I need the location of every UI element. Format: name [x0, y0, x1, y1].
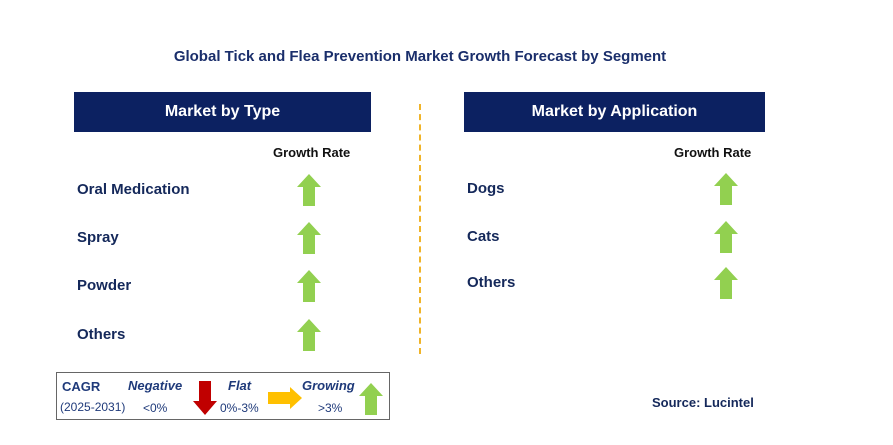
application-row-label: Others — [467, 274, 516, 291]
application-header: Market by Application — [464, 92, 765, 132]
legend-growing-range: >3% — [318, 401, 343, 415]
type-row-label: Others — [77, 326, 126, 343]
legend-period: (2025-2031) — [60, 400, 126, 414]
up-arrow-icon — [297, 174, 321, 206]
up-arrow-icon — [297, 222, 321, 254]
legend-flat: Flat — [228, 378, 252, 393]
type-row-label: Powder — [77, 277, 132, 294]
application-row-label: Dogs — [467, 180, 505, 197]
legend: CAGR (2025-2031) Negative <0% Flat 0%-3%… — [56, 372, 390, 420]
legend-cagr: CAGR — [62, 379, 101, 394]
legend-negative: Negative — [128, 378, 183, 393]
legend-growing: Growing — [302, 378, 355, 393]
up-arrow-icon — [714, 221, 738, 253]
down-arrow-icon — [193, 381, 217, 415]
up-arrow-icon — [359, 383, 383, 415]
type-row-label: Spray — [77, 229, 119, 246]
legend-flat-range: 0%-3% — [220, 401, 259, 415]
type-header: Market by Type — [74, 92, 371, 132]
right-arrow-icon — [268, 387, 302, 409]
up-arrow-icon — [297, 319, 321, 351]
up-arrow-icon — [714, 173, 738, 205]
type-row-label: Oral Medication — [77, 181, 190, 198]
chart-title: Global Tick and Flea Prevention Market G… — [173, 48, 667, 65]
application-row-label: Cats — [467, 228, 500, 245]
divider — [419, 104, 421, 354]
source: Source: Lucintel — [652, 395, 754, 410]
legend-negative-range: <0% — [143, 401, 168, 415]
type-growth-rate-heading: Growth Rate — [273, 145, 351, 160]
up-arrow-icon — [714, 267, 738, 299]
application-growth-rate-heading: Growth Rate — [674, 145, 752, 160]
up-arrow-icon — [297, 270, 321, 302]
